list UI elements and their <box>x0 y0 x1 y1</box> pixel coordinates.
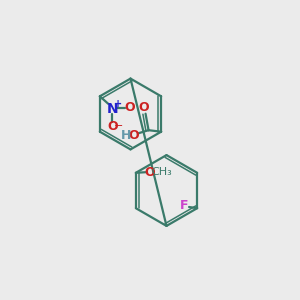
Text: O: O <box>144 166 155 179</box>
Text: O: O <box>107 120 118 133</box>
Text: O: O <box>128 129 139 142</box>
Text: H: H <box>121 129 131 142</box>
Text: CH₃: CH₃ <box>151 167 172 177</box>
Text: −: − <box>114 121 123 131</box>
Text: O: O <box>139 101 149 114</box>
Text: O: O <box>124 101 135 114</box>
Text: F: F <box>180 199 189 212</box>
Text: N: N <box>106 102 118 116</box>
Text: +: + <box>114 99 122 110</box>
